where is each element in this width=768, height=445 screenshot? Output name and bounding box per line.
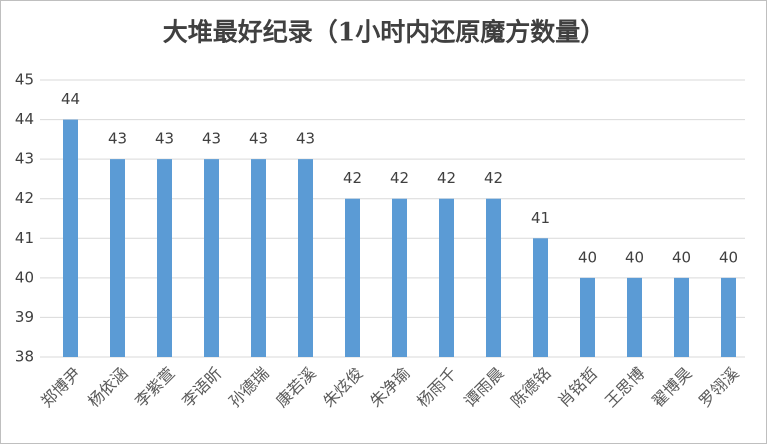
bar: [627, 277, 642, 357]
y-tick-label: 41: [15, 229, 34, 247]
y-tick-label: 43: [15, 150, 34, 168]
data-label: 43: [155, 130, 174, 148]
bar: [439, 198, 454, 357]
data-label: 42: [484, 169, 503, 187]
data-label: 43: [296, 130, 315, 148]
bar: [533, 238, 548, 357]
data-label: 42: [343, 169, 362, 187]
data-label: 40: [625, 248, 644, 266]
bar: [721, 277, 736, 357]
y-tick-label: 45: [15, 71, 34, 89]
bar: [392, 198, 407, 357]
chart-title: 大堆最好纪录（1小时内还原魔方数量）: [163, 18, 605, 47]
bar: [486, 198, 501, 357]
data-label: 42: [437, 169, 456, 187]
bar: [580, 277, 595, 357]
data-label: 43: [108, 130, 127, 148]
bar: [110, 159, 125, 357]
data-label: 42: [390, 169, 409, 187]
bar: [251, 159, 266, 357]
bar: [345, 198, 360, 357]
data-label: 40: [578, 248, 597, 266]
data-label: 44: [61, 90, 80, 108]
data-label: 40: [719, 248, 738, 266]
y-tick-label: 40: [15, 268, 34, 286]
y-tick-label: 42: [15, 189, 34, 207]
y-tick-label: 38: [15, 348, 34, 366]
data-label: 41: [531, 209, 550, 227]
bar: [298, 159, 313, 357]
bar: [157, 159, 172, 357]
y-tick-label: 44: [15, 110, 34, 128]
bar: [204, 159, 219, 357]
data-label: 43: [249, 130, 268, 148]
data-label: 43: [202, 130, 221, 148]
bar: [674, 277, 689, 357]
y-tick-label: 39: [15, 308, 34, 326]
bar: [63, 119, 78, 357]
data-label: 40: [672, 248, 691, 266]
